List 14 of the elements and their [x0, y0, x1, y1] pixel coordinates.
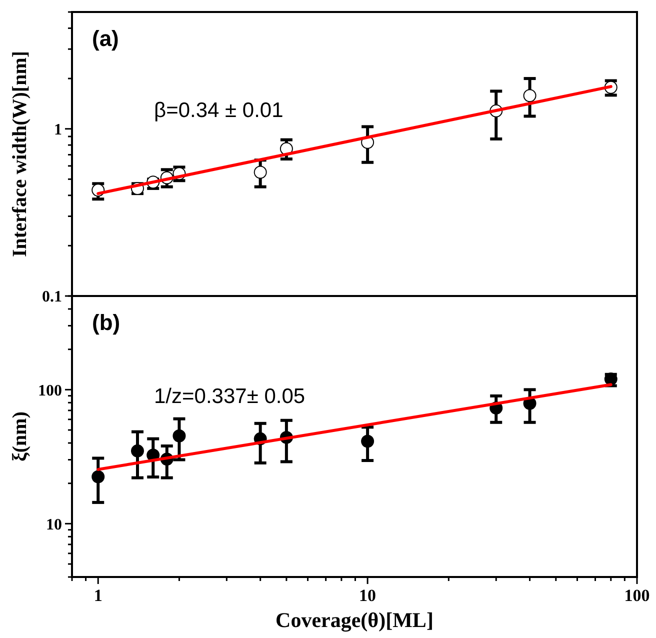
x-tick-label: 1	[94, 586, 102, 605]
annotation: 1/z=0.337± 0.05	[154, 385, 306, 408]
y-axis-title: Interface width(W)[nm]	[9, 50, 31, 258]
x-axis-title: Coverage(θ)[ML]	[276, 608, 434, 632]
text: (a)	[92, 26, 119, 51]
x-tick-label: 10	[359, 586, 376, 605]
y-tick-label: 0.1	[42, 288, 62, 306]
y-tick-label: 10	[46, 516, 62, 534]
text: (b)	[92, 310, 120, 335]
y-axis-title: ξ(nm)	[9, 411, 31, 462]
y-tick-label: 1	[54, 121, 62, 138]
x-tick-label: 100	[624, 586, 650, 605]
y-tick-label: 100	[38, 382, 62, 400]
annotation: β=0.34 ± 0.01	[154, 99, 284, 122]
